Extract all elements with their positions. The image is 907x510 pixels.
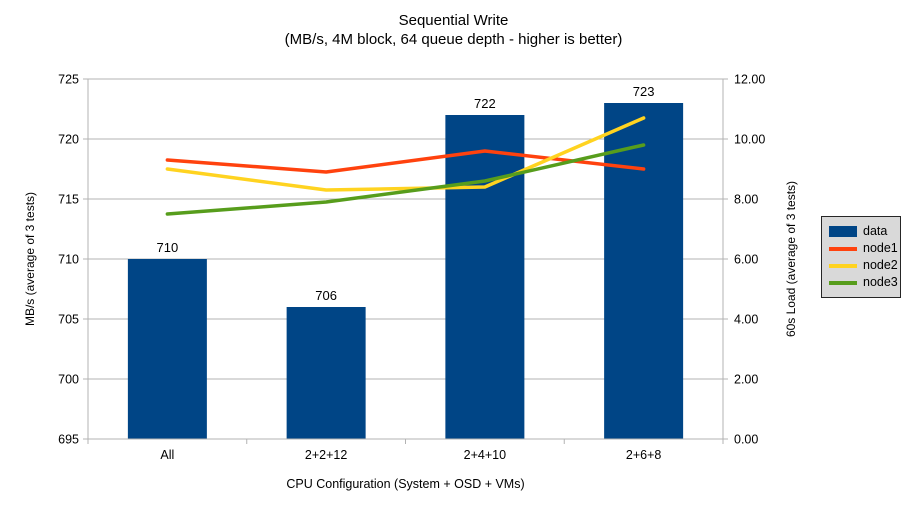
left-tick-label: 695 <box>58 433 79 447</box>
x-category-label: All <box>160 448 174 462</box>
x-category-label: 2+6+8 <box>626 448 662 462</box>
right-tick-label: 12.00 <box>734 73 765 87</box>
x-axis-title: CPU Configuration (System + OSD + VMs) <box>286 477 525 491</box>
bar-value-label: 706 <box>315 288 337 303</box>
right-tick-label: 6.00 <box>734 253 758 267</box>
left-tick-label: 720 <box>58 133 79 147</box>
bar-2+4+10 <box>445 115 525 439</box>
left-tick-label: 725 <box>58 73 79 87</box>
legend-row-node1: node1 <box>829 240 900 257</box>
bar-All <box>127 259 207 439</box>
right-tick-label: 8.00 <box>734 193 758 207</box>
left-tick-label: 715 <box>58 193 79 207</box>
right-tick-label: 2.00 <box>734 373 758 387</box>
legend-label: node3 <box>863 275 898 289</box>
legend-row-data: data <box>829 223 900 240</box>
left-tick-label: 700 <box>58 373 79 387</box>
legend: data node1 node2 node3 <box>821 216 901 298</box>
bar-value-label: 722 <box>474 96 496 111</box>
legend-label: data <box>863 224 888 238</box>
legend-swatch-data <box>829 226 857 237</box>
legend-swatch-node1 <box>829 246 857 251</box>
right-tick-label: 4.00 <box>734 313 758 327</box>
bar-value-label: 723 <box>633 84 655 99</box>
legend-swatch-node3 <box>829 280 857 285</box>
x-category-label: 2+2+12 <box>305 448 347 462</box>
line-node3 <box>165 143 646 216</box>
left-tick-label: 705 <box>58 313 79 327</box>
right-tick-label: 10.00 <box>734 133 765 147</box>
bar-value-label: 710 <box>157 240 179 255</box>
chart-title: Sequential Write <box>398 12 509 29</box>
bar-2+6+8 <box>604 103 684 439</box>
legend-label: node2 <box>863 258 898 272</box>
legend-row-node3: node3 <box>829 274 900 291</box>
line-node1 <box>165 149 646 174</box>
legend-swatch-node2 <box>829 263 857 268</box>
line-node2 <box>165 116 646 192</box>
x-category-label: 2+4+10 <box>464 448 506 462</box>
left-tick-label: 710 <box>58 253 79 267</box>
legend-label: node1 <box>863 241 898 255</box>
bar-2+2+12 <box>286 307 366 439</box>
legend-row-node2: node2 <box>829 257 900 274</box>
right-tick-label: 0.00 <box>734 433 758 447</box>
chart-subtitle: (MB/s, 4M block, 64 queue depth - higher… <box>284 31 623 48</box>
